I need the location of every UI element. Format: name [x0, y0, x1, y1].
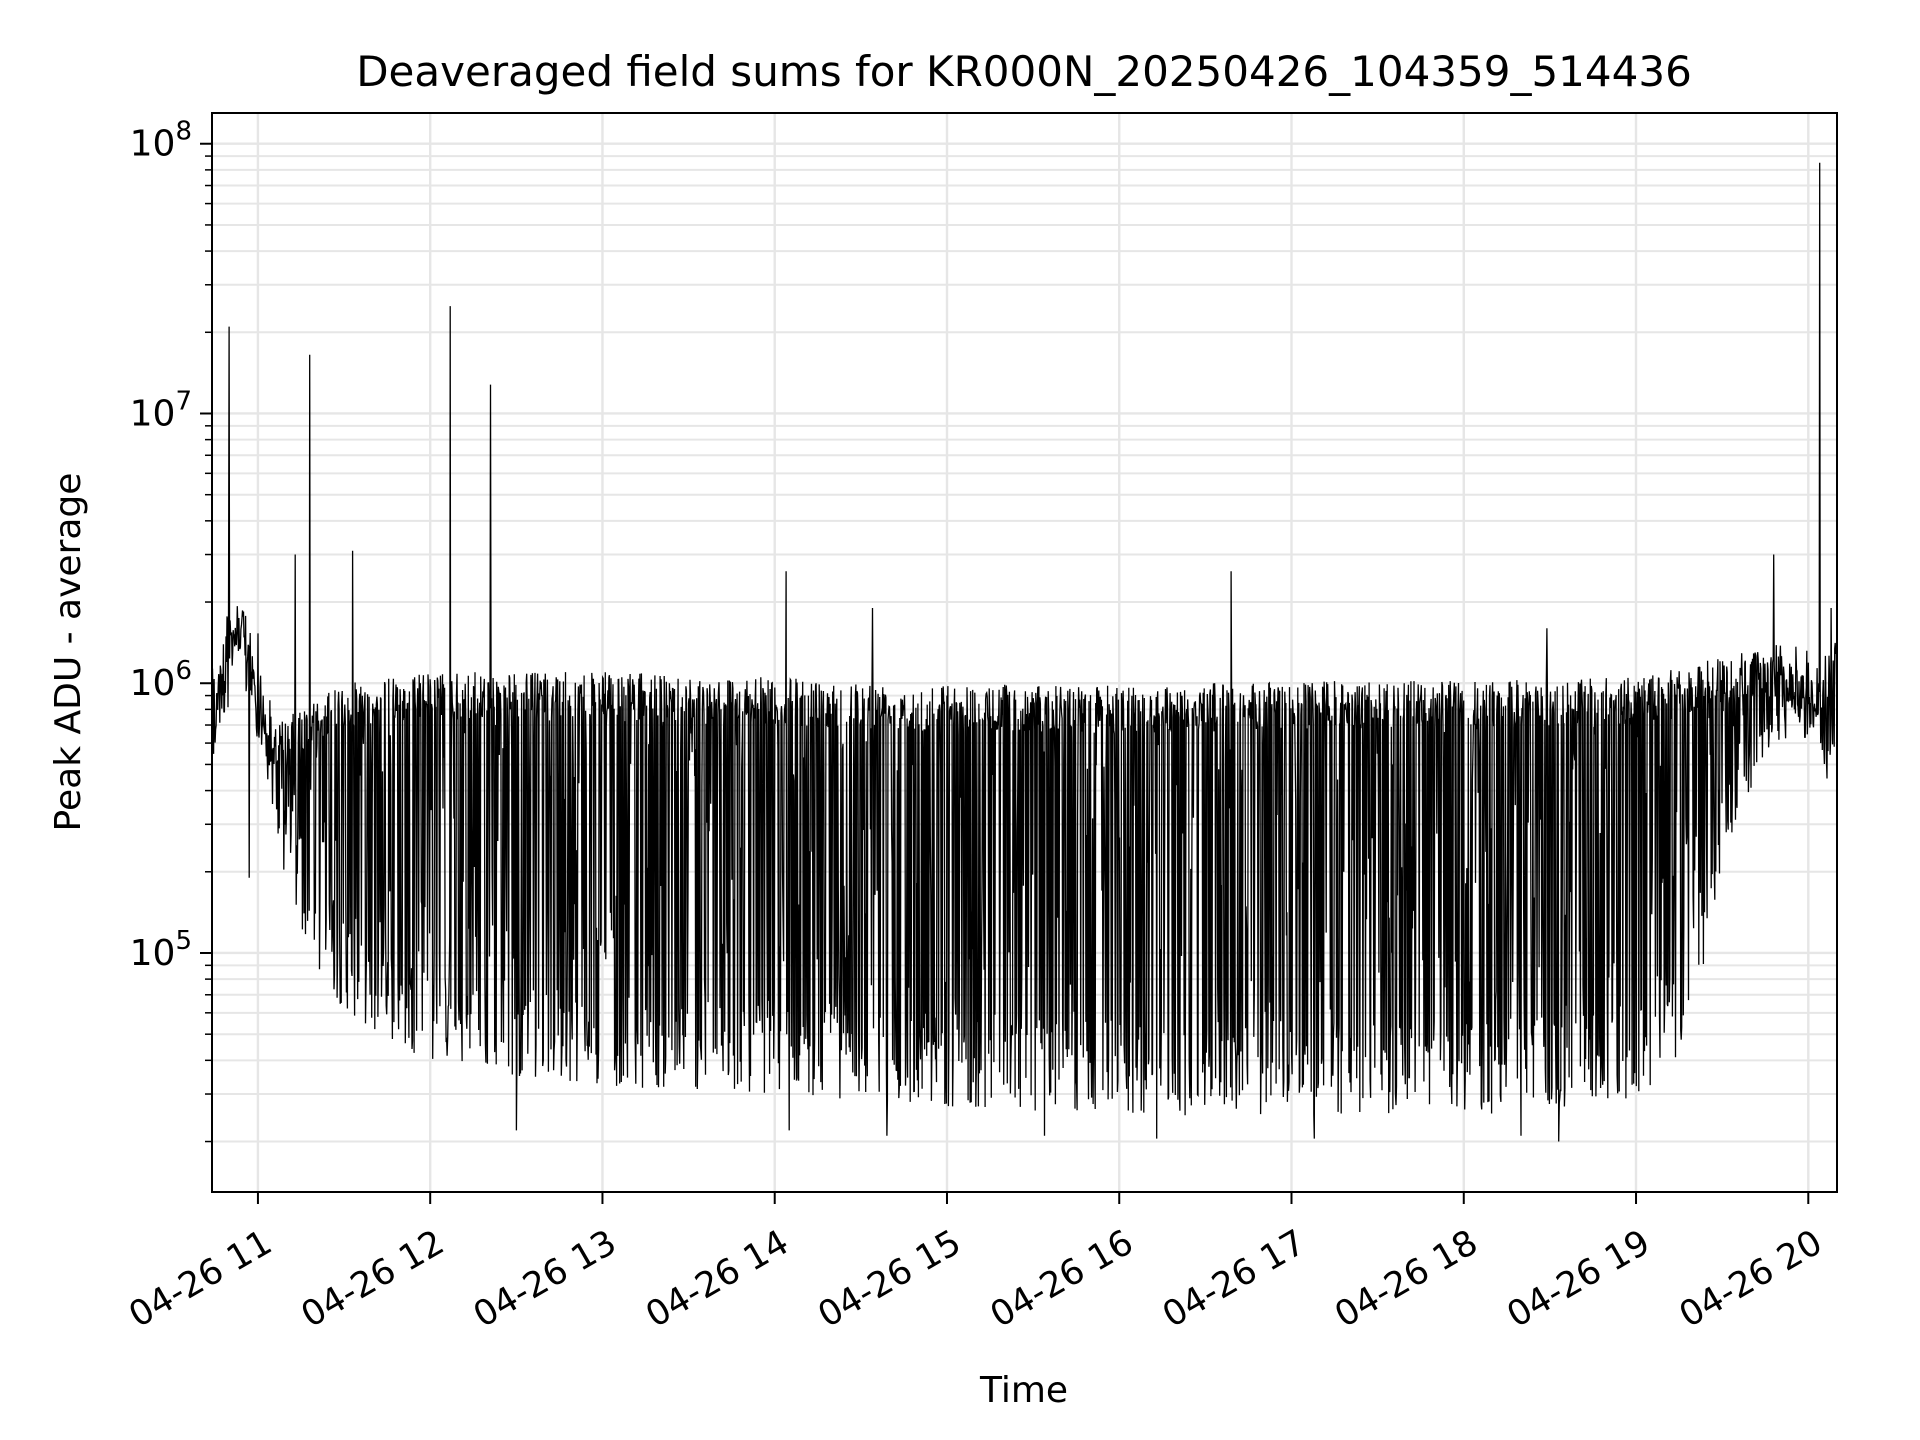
x-axis-label: Time: [979, 1370, 1068, 1411]
x-tick-label: 04-26 12: [295, 1223, 451, 1336]
tick-marks: [200, 142, 1810, 1204]
y-tick-label: 106: [130, 656, 192, 704]
series-path: [211, 162, 1838, 1142]
x-tick-label: 04-26 15: [812, 1223, 968, 1336]
x-tick-label: 04-26 17: [1156, 1223, 1312, 1336]
x-tick-label: 04-26 18: [1328, 1223, 1484, 1336]
y-tick-label: 105: [130, 926, 192, 974]
y-axis-label: Peak ADU - average: [48, 473, 89, 832]
x-tick-label: 04-26 11: [123, 1223, 279, 1336]
plot-frame: [211, 112, 1838, 1193]
series-line: [211, 162, 1838, 1142]
chart-title: Deaveraged field sums for KR000N_2025042…: [356, 47, 1692, 96]
y-tick-label: 108: [130, 117, 192, 165]
x-tick-label: 04-26 13: [467, 1223, 623, 1336]
x-tick-label: 04-26 14: [639, 1223, 795, 1336]
y-tick-label: 107: [130, 386, 192, 434]
x-tick-label: 04-26 20: [1673, 1223, 1829, 1336]
x-tick-label: 04-26 19: [1501, 1223, 1657, 1336]
x-tick-label: 04-26 16: [984, 1223, 1140, 1336]
